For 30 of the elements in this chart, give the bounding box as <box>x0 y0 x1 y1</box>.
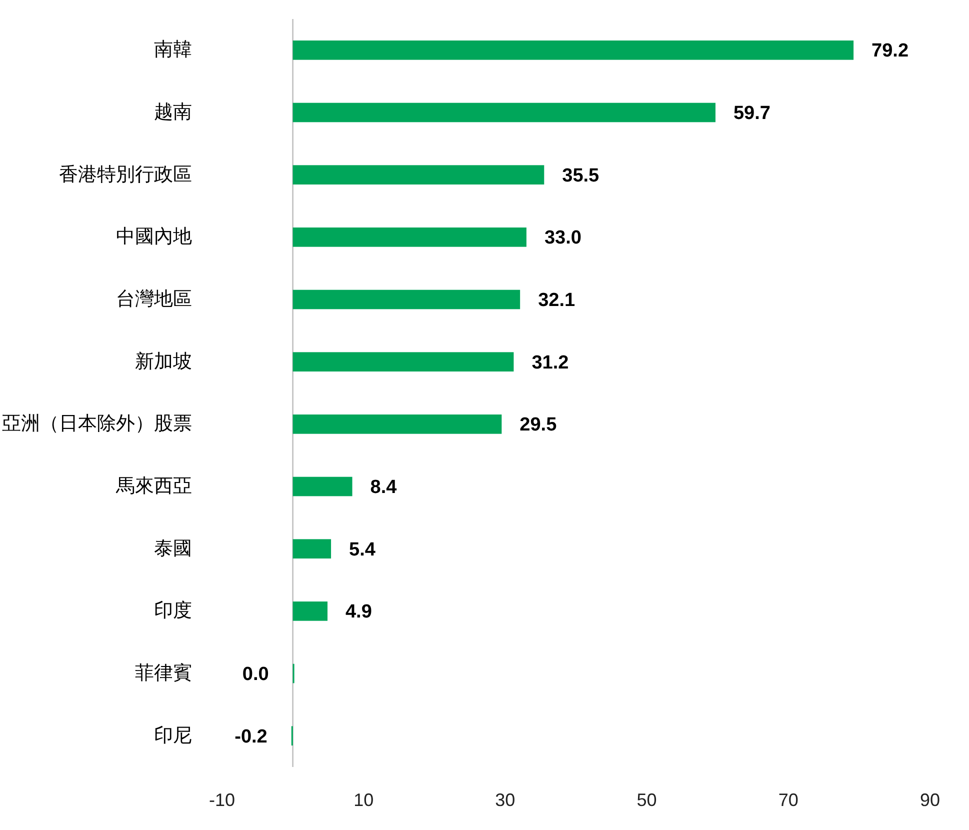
y-tick-label: 菲律賓 <box>135 662 192 684</box>
x-tick-label: 70 <box>778 790 798 810</box>
x-tick-label: 50 <box>636 790 657 810</box>
y-tick-label: 台灣地區 <box>116 289 192 310</box>
data-label: 29.5 <box>520 414 558 436</box>
y-tick-label: 印尼 <box>154 725 192 746</box>
y-tick-label: 新加坡 <box>135 350 192 372</box>
x-tick-label: -10 <box>208 790 236 810</box>
data-label: 8.4 <box>370 477 398 498</box>
data-label: -0.2 <box>234 726 268 748</box>
y-tick-label: 亞洲（日本除外）股票 <box>2 414 192 435</box>
data-label: 0.0 <box>242 664 269 685</box>
data-label: 4.9 <box>345 602 372 623</box>
data-label: 79.2 <box>872 40 909 62</box>
y-tick-label: 香港特別行政區 <box>59 164 192 186</box>
y-tick-label: 越南 <box>154 102 192 123</box>
x-tick-label: 10 <box>354 790 374 810</box>
x-tick-label: 30 <box>495 790 516 810</box>
x-tick-label: 90 <box>920 790 940 810</box>
y-tick-label: 南韓 <box>154 40 192 61</box>
y-tick-label: 中國內地 <box>116 226 192 248</box>
data-label: 35.5 <box>562 165 600 186</box>
y-tick-label: 泰國 <box>154 538 192 560</box>
data-label: 5.4 <box>349 539 376 560</box>
y-tick-label: 印度 <box>154 600 192 622</box>
data-label: 59.7 <box>733 103 770 124</box>
data-label: 32.1 <box>538 290 576 311</box>
y-tick-label: 馬來西亞 <box>115 476 192 497</box>
data-label: 33.0 <box>544 228 582 249</box>
data-label: 31.2 <box>532 352 569 374</box>
